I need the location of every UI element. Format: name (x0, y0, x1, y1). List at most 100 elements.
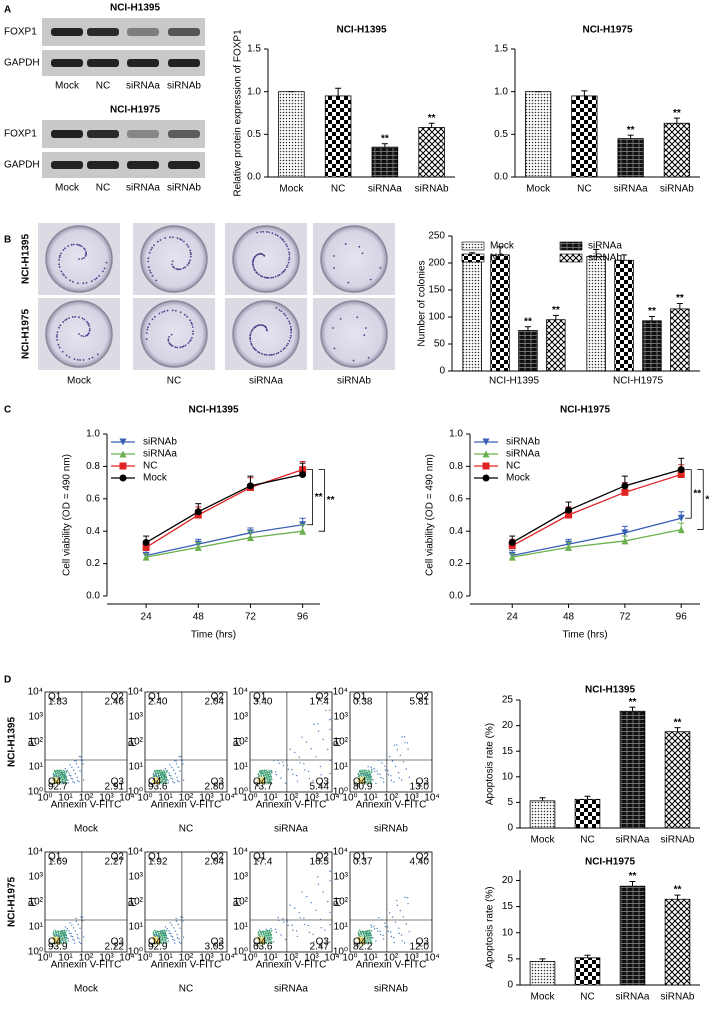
flow-event (261, 940, 263, 942)
colony (149, 271, 152, 274)
x-tick-label: siRNAa (616, 835, 650, 846)
flow-event (324, 929, 326, 931)
flow-x-tick: 10⁰ (137, 953, 152, 964)
colony (87, 322, 89, 325)
flow-event (357, 932, 360, 934)
significance: ** (428, 113, 436, 124)
colony (186, 315, 188, 318)
flow-event (65, 941, 68, 943)
x-tick-label: 72 (245, 612, 257, 623)
quadrant-name: Q3 (211, 937, 225, 948)
flow-event (173, 760, 176, 762)
line (145, 524, 303, 557)
legend-marker (119, 474, 127, 482)
blot-band (168, 28, 200, 36)
flow-event (156, 776, 159, 779)
flow-event (59, 776, 61, 779)
flow-event (153, 934, 155, 937)
legend-label: siRNAb (588, 253, 622, 264)
flow-event (64, 931, 67, 934)
bar (371, 146, 399, 178)
colony (290, 331, 293, 334)
colony (189, 339, 192, 341)
flow-event (368, 932, 371, 935)
flow-event (365, 931, 368, 934)
colony (72, 243, 75, 246)
flow-x-tick: 10⁴ (424, 793, 439, 804)
y-axis-label: Number of colonies (417, 260, 428, 346)
flow-x-tick: 10³ (99, 953, 114, 964)
flow-event (155, 939, 157, 941)
colony (176, 346, 179, 349)
bar (619, 710, 646, 829)
flow-event (157, 780, 159, 782)
flow-event (363, 781, 365, 783)
flow-event (365, 940, 367, 942)
colony (150, 248, 152, 251)
colony (186, 243, 188, 246)
flow-event (376, 930, 379, 932)
flow-event (315, 909, 317, 912)
quadrant-value: 1.92 (148, 857, 168, 868)
colony (265, 353, 268, 356)
flow-event (178, 941, 180, 943)
colony (263, 276, 266, 279)
colony (61, 350, 64, 353)
flow-event (162, 937, 164, 939)
marker (621, 482, 629, 490)
colony (182, 345, 185, 348)
flow-event (162, 778, 164, 781)
bar (642, 320, 662, 372)
colony (168, 336, 170, 338)
quadrant-name: Q3 (416, 777, 430, 788)
flow-event (52, 932, 55, 934)
flow-event (381, 919, 383, 921)
flow-event (385, 908, 388, 911)
flow-event (64, 929, 66, 931)
colony (275, 307, 278, 309)
flow-event (263, 933, 265, 935)
flow-event (164, 926, 167, 928)
flow-event (408, 931, 410, 933)
blot-band (51, 59, 83, 67)
colony (58, 326, 60, 329)
flow-event (159, 942, 161, 944)
flow-event (168, 774, 171, 777)
colony (78, 333, 80, 335)
colony (151, 246, 153, 249)
legend-label: siRNAa (506, 449, 540, 460)
flow-event (54, 943, 57, 945)
colony (170, 344, 173, 346)
blot-band (87, 130, 119, 138)
flow-event (153, 938, 155, 940)
flow-event (156, 777, 158, 780)
legend-marker (119, 438, 127, 446)
colony (250, 331, 253, 334)
flow-event (263, 939, 265, 942)
flow-event (274, 928, 277, 931)
flow-event (261, 777, 263, 780)
flow-event (364, 776, 366, 779)
flow-event (397, 772, 400, 774)
flow-y-tick: 10⁴ (233, 847, 248, 858)
quadrant-value: 2.04 (205, 697, 225, 708)
colony (84, 255, 87, 257)
flow-event (161, 783, 163, 785)
flow-event (265, 940, 267, 942)
flow-event (267, 769, 270, 772)
chart-title: NCI-H1975 (585, 857, 635, 868)
quadrant-value: 4.40 (410, 857, 430, 868)
flow-event (305, 741, 308, 743)
panel-label: C (4, 405, 11, 416)
marker (565, 543, 573, 551)
x-tick-label: NCI-H1395 (489, 376, 539, 387)
flow-event (65, 771, 68, 773)
quadrant-value: 1.83 (48, 697, 68, 708)
y-tick-label: 250 (428, 231, 445, 242)
flow-event (65, 780, 67, 782)
colony (88, 328, 91, 330)
flow-event (175, 760, 177, 762)
error-bar (648, 315, 655, 321)
flow-event (262, 779, 264, 781)
flow-event (76, 933, 78, 936)
